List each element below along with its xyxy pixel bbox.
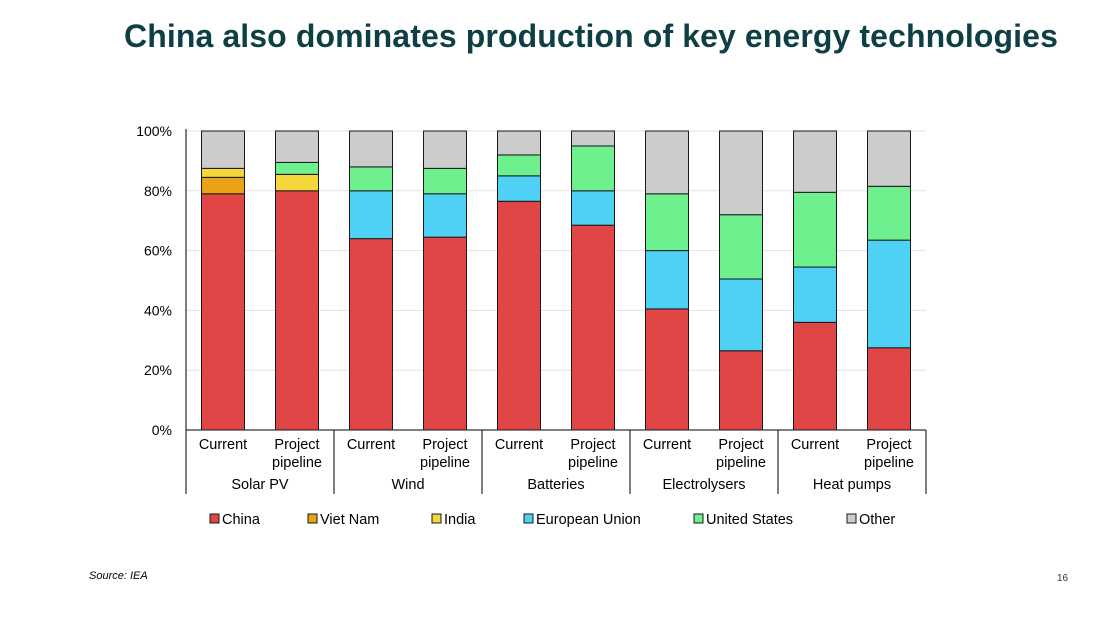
bar-segment-china	[793, 321, 837, 431]
bar-segment-united-states	[867, 185, 911, 241]
bar-segment-china	[201, 193, 245, 431]
bar-segment-united-states	[423, 167, 467, 195]
x-tick-label: pipeline	[420, 455, 470, 471]
legend-label: India	[444, 512, 476, 528]
x-tick-label: Current	[347, 437, 395, 453]
x-tick-label: pipeline	[272, 455, 322, 471]
bar-segment-other	[571, 130, 615, 147]
bar-segment-china	[349, 238, 393, 431]
legend-swatch	[431, 513, 442, 524]
bar-segment-other	[793, 130, 837, 193]
legend-label: China	[222, 512, 261, 528]
x-tick-label: Project	[718, 437, 763, 453]
legend-swatch	[209, 513, 220, 524]
y-tick-label: 60%	[144, 243, 172, 259]
group-label: Heat pumps	[813, 477, 891, 493]
bar-segment-india	[275, 173, 319, 192]
bar-segment-european-union	[423, 193, 467, 238]
bar-segment-european-union	[497, 175, 541, 202]
bar-segment-united-states	[571, 145, 615, 192]
bar-segment-united-states	[349, 166, 393, 192]
bar-segment-china	[497, 200, 541, 431]
legend-label: United States	[706, 512, 793, 528]
bar-segment-united-states	[645, 193, 689, 252]
bar-segment-china	[423, 236, 467, 431]
bar-segment-united-states	[719, 214, 763, 280]
group-label: Wind	[391, 477, 424, 493]
bar-segment-european-union	[793, 266, 837, 323]
y-tick-label: 40%	[144, 302, 172, 318]
bar-segment-united-states	[497, 154, 541, 177]
bar-segment-european-union	[867, 239, 911, 349]
bar-segment-china	[645, 308, 689, 431]
legend-swatch	[693, 513, 704, 524]
x-tick-label: Current	[643, 437, 691, 453]
bar-segment-china	[719, 350, 763, 431]
legend-label: Viet Nam	[320, 512, 379, 528]
bar-segment-other	[497, 130, 541, 156]
x-tick-label: Current	[495, 437, 543, 453]
bar-segment-european-union	[349, 190, 393, 240]
y-tick-label: 0%	[152, 422, 172, 438]
legend-swatch	[523, 513, 534, 524]
bar-segment-china	[867, 347, 911, 431]
stacked-bar-chart: 0% 20% 40% 60% 80% 100% Current Project pipeline…	[136, 123, 927, 528]
bar-segment-other	[201, 130, 245, 169]
source-note: Source: IEA	[89, 570, 148, 582]
x-tick-label: Current	[199, 437, 247, 453]
legend-label: Other	[859, 512, 895, 528]
group-label: Batteries	[527, 477, 584, 493]
bar-segment-united-states	[793, 191, 837, 268]
legend-label: European Union	[536, 512, 641, 528]
slide-title: China also dominates production of key e…	[124, 18, 1058, 54]
bar-segment-united-states	[275, 161, 319, 175]
x-tick-label: Project	[866, 437, 911, 453]
bar-segment-viet-nam	[201, 176, 245, 195]
x-tick-label: Current	[791, 437, 839, 453]
x-tick-label: Project	[570, 437, 615, 453]
x-tick-label: Project	[422, 437, 467, 453]
x-tick-label: pipeline	[864, 455, 914, 471]
bar-segment-other	[867, 130, 911, 187]
y-tick-label: 20%	[144, 362, 172, 378]
legend-swatch	[307, 513, 318, 524]
bar-segment-other	[423, 130, 467, 169]
bar-segment-european-union	[571, 190, 615, 226]
bar-segment-india	[201, 167, 245, 178]
bar-segment-other	[645, 130, 689, 195]
bar-segment-european-union	[719, 278, 763, 352]
bar-segment-china	[275, 190, 319, 431]
bar-segment-other	[349, 130, 393, 168]
group-label: Electrolysers	[663, 477, 746, 493]
bar-segment-european-union	[645, 250, 689, 310]
x-tick-label: pipeline	[716, 455, 766, 471]
y-tick-label: 80%	[144, 183, 172, 199]
y-tick-label: 100%	[136, 123, 172, 139]
x-tick-label: Project	[274, 437, 319, 453]
legend-swatch	[846, 513, 857, 524]
bar-segment-other	[719, 130, 763, 216]
bar-segment-china	[571, 224, 615, 431]
page-number: 16	[1057, 573, 1069, 584]
bar-segment-other	[275, 130, 319, 163]
group-label: Solar PV	[231, 477, 289, 493]
x-tick-label: pipeline	[568, 455, 618, 471]
